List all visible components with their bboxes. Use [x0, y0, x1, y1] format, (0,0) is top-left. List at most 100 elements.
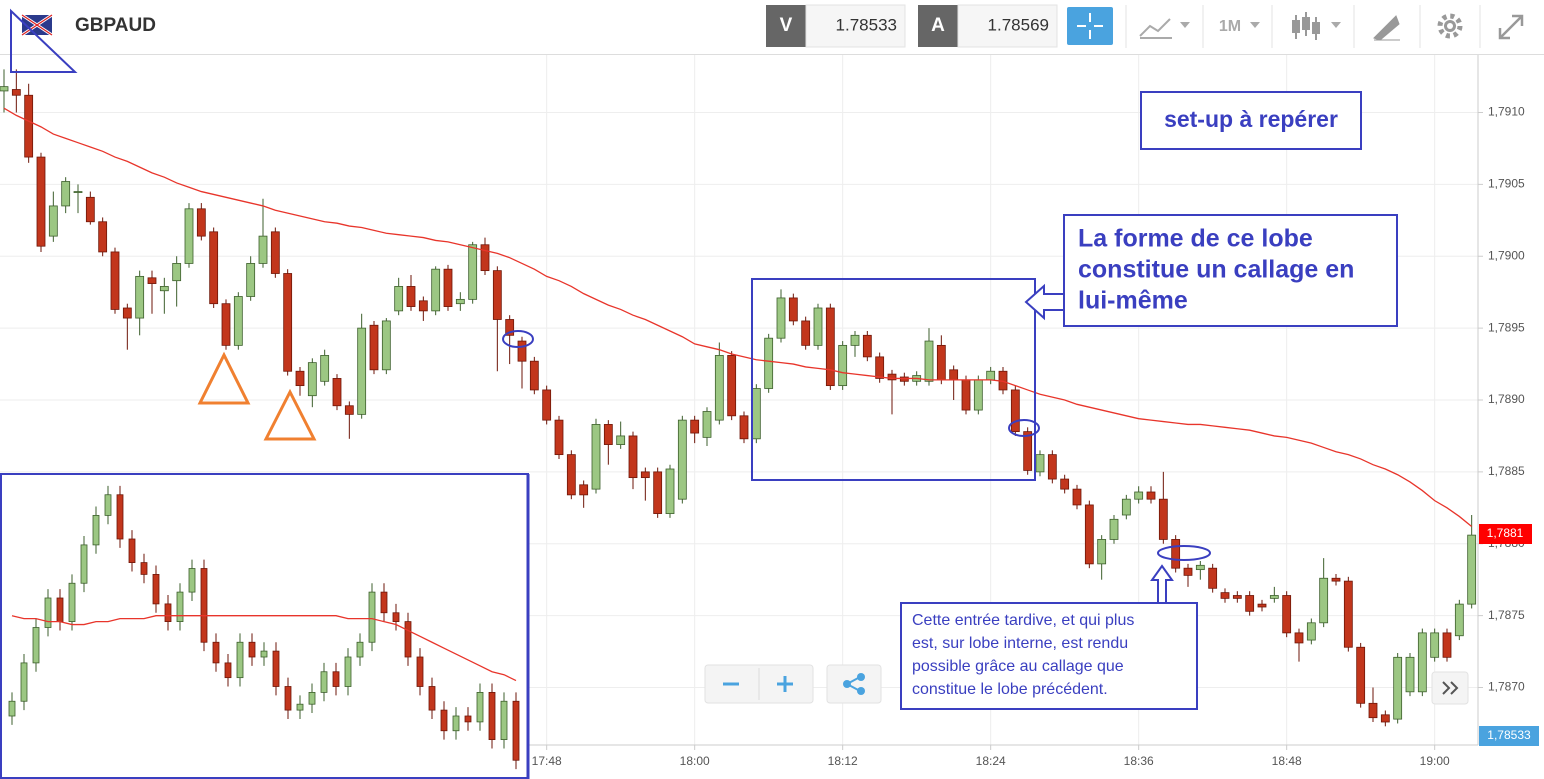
candle-body: [986, 370, 996, 381]
candle-body: [1084, 504, 1094, 565]
draw-icon[interactable]: [1373, 15, 1400, 41]
candle-body: [1430, 632, 1440, 658]
candle-body: [452, 715, 460, 732]
candle-body: [380, 591, 388, 614]
candle-body: [875, 356, 885, 379]
settings-icon[interactable]: [1437, 13, 1463, 39]
candle-body: [801, 320, 811, 346]
candle-body: [196, 208, 206, 237]
inset-chart: [0, 474, 528, 779]
dropdown-arrow: [1180, 22, 1190, 28]
candle-body: [1035, 454, 1045, 473]
bid-tag[interactable]: [766, 5, 806, 47]
candle-body: [1306, 622, 1316, 641]
lobe-box: [751, 278, 1036, 481]
y-tick-label: 1,7885: [1488, 464, 1525, 478]
candle-body: [973, 379, 983, 411]
candle-body: [260, 650, 268, 658]
candle-body: [455, 298, 465, 305]
candle-body: [1393, 656, 1403, 720]
candle-icon: [1312, 22, 1320, 34]
candle-body: [488, 692, 496, 741]
candle-body: [147, 277, 157, 284]
candle-body: [406, 286, 416, 307]
candle-body: [1282, 595, 1292, 634]
candle-body: [480, 244, 490, 272]
lobe-note-line: lui-même: [1078, 287, 1188, 315]
candle-body: [104, 494, 112, 516]
candle-body: [284, 686, 292, 711]
crosshair-icon: [1077, 13, 1103, 39]
highlight-ellipse: [502, 330, 534, 348]
candle-body: [1442, 632, 1452, 658]
inset-background: [0, 474, 528, 779]
candle-icon: [1292, 20, 1300, 33]
crosshair-button[interactable]: [1067, 7, 1113, 45]
candle-body: [1183, 567, 1193, 576]
candle-body: [554, 419, 564, 456]
candle-body: [739, 415, 749, 440]
candle-body: [159, 286, 169, 292]
candle-body: [116, 494, 124, 540]
setup-box: [1140, 91, 1362, 150]
x-tick-label: 18:48: [1272, 754, 1302, 768]
candle-body: [1220, 592, 1230, 599]
candle-body: [32, 627, 40, 664]
candle-body: [296, 703, 304, 711]
candle-body: [764, 337, 774, 389]
orange-triangle: [263, 388, 317, 441]
candle-body: [8, 700, 16, 717]
axis-labels: 1,78701,78751,78801,78851,78901,78951,79…: [532, 105, 1525, 769]
candle-body: [591, 424, 601, 490]
share-dot: [857, 687, 865, 695]
ask-box[interactable]: [957, 4, 1058, 48]
setup-text: set-up à repérer: [1164, 106, 1338, 132]
candle-body: [640, 471, 650, 479]
bid-marker-box: [1479, 726, 1539, 746]
zoom-in[interactable]: [777, 676, 793, 692]
fullscreen-icon[interactable]: [1498, 14, 1524, 40]
x-tick-label: 18:12: [828, 754, 858, 768]
candle-body: [344, 656, 352, 687]
timeframe[interactable]: 1M: [1219, 18, 1241, 35]
bid-box[interactable]: [805, 4, 906, 48]
indicator-icon[interactable]: [1139, 18, 1172, 39]
y-tick-label: 1,7905: [1488, 177, 1525, 191]
candle-body: [356, 641, 364, 658]
candle-body: [1060, 478, 1070, 490]
candle-body: [566, 454, 576, 496]
x-tick-label: 19:00: [1420, 754, 1450, 768]
candle-body: [788, 297, 798, 322]
candle-body: [1097, 539, 1107, 565]
candle-body: [164, 603, 172, 623]
candle-body: [862, 334, 872, 358]
candle-body: [258, 235, 268, 264]
candle-body: [332, 671, 340, 687]
lobe-note: La forme de ce lobe constitue un callage …: [1078, 225, 1354, 315]
candle-body: [1343, 580, 1353, 648]
candle-body: [332, 378, 342, 407]
candle-body: [505, 319, 515, 336]
candle-body: [1195, 564, 1205, 571]
candle-body: [416, 656, 424, 687]
share-button[interactable]: [826, 664, 882, 704]
ask-tag[interactable]: [918, 5, 958, 47]
candle-body: [677, 419, 687, 500]
candle-body: [431, 268, 441, 312]
candle-body: [1232, 595, 1242, 599]
share-dot: [857, 673, 865, 681]
candle-body: [224, 662, 232, 679]
candle-body: [295, 370, 305, 387]
candle-body: [221, 303, 231, 346]
flag-cross-red: [21, 14, 53, 36]
candle-body: [1467, 534, 1477, 605]
candle-body: [665, 468, 675, 514]
candle-body: [476, 692, 484, 723]
lobe-note-line: constitue un callage en: [1078, 256, 1354, 284]
candle-body: [248, 641, 256, 658]
candle-body: [44, 597, 52, 628]
ask-label: A: [931, 15, 945, 36]
candle-body: [344, 405, 354, 415]
candle-body: [368, 591, 376, 643]
